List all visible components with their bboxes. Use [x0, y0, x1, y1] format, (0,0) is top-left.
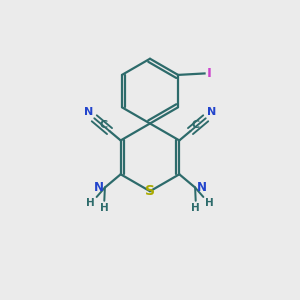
- Text: I: I: [207, 67, 212, 80]
- Text: H: H: [191, 203, 200, 213]
- Text: N: N: [196, 181, 207, 194]
- Text: C: C: [192, 120, 200, 130]
- Text: N: N: [84, 107, 93, 117]
- Text: N: N: [93, 181, 103, 194]
- Text: S: S: [145, 184, 155, 198]
- Text: H: H: [205, 198, 214, 208]
- Text: H: H: [100, 203, 109, 213]
- Text: N: N: [207, 107, 216, 117]
- Text: H: H: [86, 198, 95, 208]
- Text: C: C: [100, 120, 108, 130]
